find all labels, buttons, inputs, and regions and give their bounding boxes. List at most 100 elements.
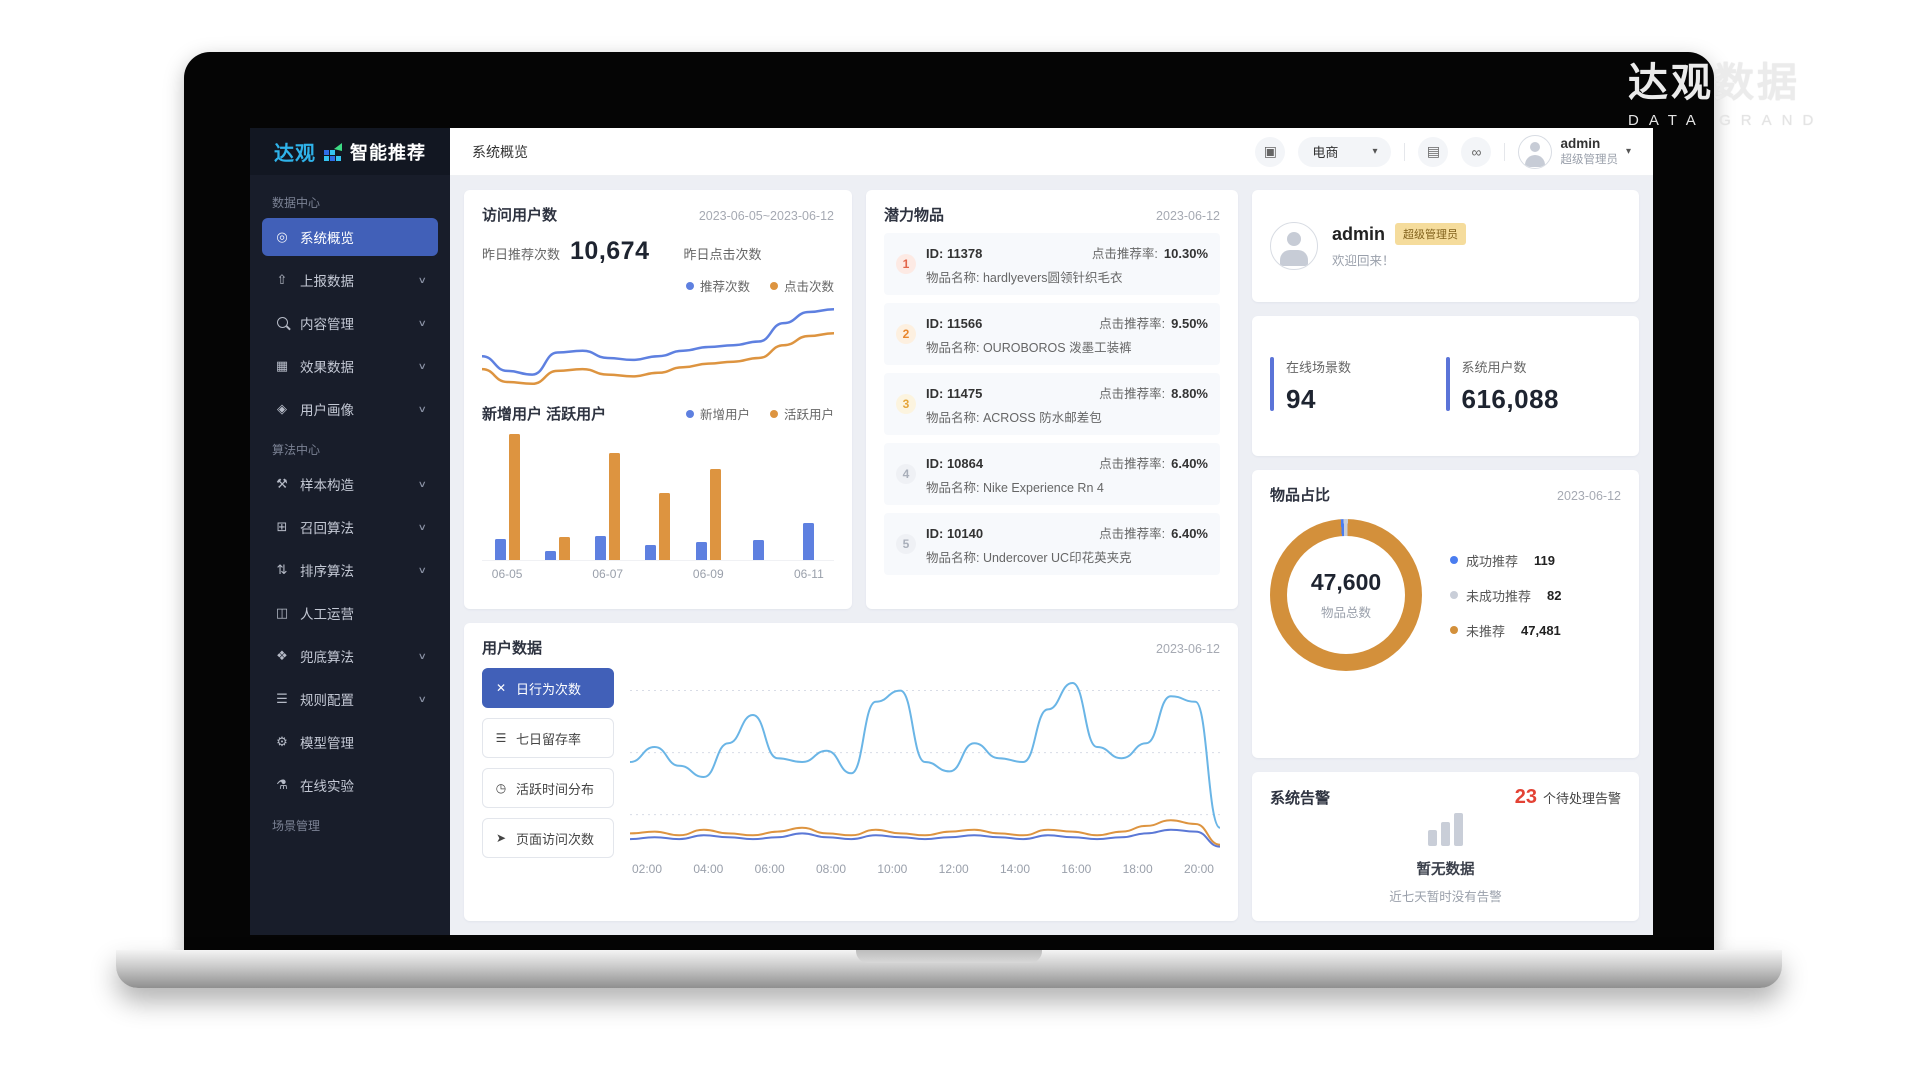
potential-item-line1: ID: 11475 点击推荐率: 8.80%: [926, 383, 1208, 402]
cursor-icon: ➤: [495, 831, 507, 845]
app-window: 达观 智能推荐 数据中心 ◎ 系统概览 ⇧ 上报数据 ∨ 内容管理 ∨ ▦ 效果数据 ∨ ◈ 用户画像 ∨…: [250, 128, 1653, 935]
axis-tick-label: 06-07: [592, 567, 624, 581]
nav-section-label: 场景管理: [272, 819, 321, 833]
sidebar-item-label: 系统概览: [300, 231, 354, 246]
legend-dot-icon: [1450, 591, 1458, 599]
operation-icon: ◫: [275, 605, 289, 620]
potential-item-text: ID: 11566 点击推荐率: 9.50% 物品名称: OUROBOROS 泼墨工装…: [926, 313, 1208, 356]
bar: [659, 493, 671, 560]
calculator-button[interactable]: ▣: [1255, 136, 1286, 167]
axis-tick-label: 18:00: [1122, 862, 1153, 876]
sort-icon: ⇅: [276, 562, 288, 577]
potential-item-row: 1 ID: 11378 点击推荐率: 10.30% 物品名称: hardlyevers圆…: [884, 233, 1220, 295]
axis-tick-label: 10:00: [877, 862, 908, 876]
tag-icon: ◈: [277, 401, 287, 416]
axis-tick-label: 16:00: [1061, 862, 1092, 876]
chevron-down-icon: ∨: [418, 521, 428, 532]
sidebar-item-label: 效果数据: [300, 360, 354, 375]
rank-badge: 2: [896, 324, 916, 344]
card-title: 潜力物品: [884, 207, 945, 224]
item-id: ID: 10864: [926, 455, 984, 471]
stat-label: 在线场景数: [1286, 360, 1352, 375]
sidebar-nav: 数据中心 ◎ 系统概览 ⇧ 上报数据 ∨ 内容管理 ∨ ▦ 效果数据 ∨ ◈ 用户画像 ∨ 算法中心 ⚒ 样本构…: [250, 175, 450, 847]
bar: [595, 536, 607, 560]
sidebar-item[interactable]: ◎ 系统概览: [262, 218, 438, 256]
legend-label: 未推荐: [1466, 623, 1506, 639]
tab-label: 日行为次数: [516, 681, 582, 697]
bar: [609, 452, 621, 560]
user-menu[interactable]: admin 超级管理员 ▾: [1518, 134, 1631, 169]
sidebar-item[interactable]: ⊞ 召回算法 ∨: [262, 508, 438, 546]
donut-legend: 成功推荐 119 未成功推荐 82 未推荐 47,481: [1450, 551, 1561, 640]
sidebar-item[interactable]: ⇅ 排序算法 ∨: [262, 551, 438, 589]
chevron-down-icon: ∨: [418, 317, 428, 328]
rate-label: 点击推荐率:: [1099, 526, 1166, 541]
card-date: 2023-06-12: [1156, 642, 1220, 656]
legend-dot-icon: [769, 281, 778, 290]
metric-tab[interactable]: ✕ 日行为次数: [482, 668, 614, 708]
divider: [1404, 142, 1406, 161]
sidebar-item[interactable]: ⚗ 在线实验: [262, 766, 438, 804]
bar: [709, 469, 721, 560]
legend-value: 82: [1547, 587, 1562, 603]
sidebar-item[interactable]: ❖ 兜底算法 ∨: [262, 637, 438, 675]
empty-title: 暂无数据: [1416, 861, 1475, 878]
magnifier-icon: [274, 316, 290, 331]
sidebar-item[interactable]: ◫ 人工运营: [262, 594, 438, 632]
stat-value: 94: [1286, 384, 1316, 414]
sidebar-item-label: 兜底算法: [300, 650, 354, 665]
avatar: [1518, 134, 1553, 169]
item-id: ID: 11475: [926, 385, 983, 401]
behavior-line-chart: [630, 668, 1220, 856]
metric-tab[interactable]: ◷ 活跃时间分布: [482, 768, 614, 808]
legend-dot-icon: [1450, 556, 1458, 564]
chevron-down-icon: ∨: [418, 360, 428, 371]
metric-tab[interactable]: ☰ 七日留存率: [482, 718, 614, 758]
bar-group: [633, 434, 683, 560]
link-icon: ∞: [1471, 143, 1482, 160]
empty-chart-icon: [1428, 812, 1463, 846]
sidebar-item[interactable]: ⚙ 模型管理: [262, 723, 438, 761]
fallback-icon: ❖: [276, 648, 288, 663]
model-gear-icon: ⚙: [276, 734, 288, 749]
chevron-down-icon: ▾: [1625, 146, 1631, 157]
sidebar-item[interactable]: ◈ 用户画像 ∨: [262, 390, 438, 428]
sidebar-item-label: 在线实验: [300, 779, 354, 794]
legend-item: 活跃用户: [769, 404, 834, 423]
item-name: 物品名称: OUROBOROS 泼墨工装裤: [926, 340, 1132, 355]
axis-tick-label: 04:00: [693, 862, 724, 876]
card-title: 系统告警: [1270, 790, 1331, 807]
avatar: [1270, 222, 1318, 270]
bar: [558, 537, 570, 560]
chevron-down-icon: ▾: [1372, 146, 1378, 157]
sidebar-item[interactable]: ▦ 效果数据 ∨: [262, 347, 438, 385]
potential-item-line1: ID: 10864 点击推荐率: 6.40%: [926, 453, 1208, 472]
rate-label: 点击推荐率:: [1099, 386, 1166, 401]
logo-grid-icon: [324, 142, 342, 161]
sidebar-item[interactable]: ⚒ 样本构造 ∨: [262, 465, 438, 503]
chevron-down-icon: ∨: [418, 403, 428, 414]
right-column: admin 超级管理员 欢迎回来！ 在线场景数 94 系统用户数 616,088 物品…: [1252, 190, 1639, 921]
bar-group: [784, 434, 834, 560]
sidebar-item-label: 人工运营: [300, 607, 354, 622]
clock-icon: ◷: [495, 781, 507, 795]
metric-tab[interactable]: ➤ 页面访问次数: [482, 818, 614, 858]
donut-legend-row: 未推荐 47,481: [1450, 621, 1561, 640]
sidebar-item[interactable]: ⇧ 上报数据 ∨: [262, 261, 438, 299]
card-date: 2023-06-12: [1156, 209, 1220, 223]
potential-item-row: 4 ID: 10864 点击推荐率: 6.40% 物品名称: Nike Experien…: [884, 443, 1220, 505]
chevron-down-icon: ∨: [418, 650, 428, 661]
stat-label: 昨日点击次数: [683, 247, 762, 262]
potential-item-text: ID: 10864 点击推荐率: 6.40% 物品名称: Nike Experienc…: [926, 453, 1208, 496]
legend-value: 119: [1534, 552, 1555, 568]
link-button[interactable]: ∞: [1461, 136, 1492, 167]
sidebar-item[interactable]: ☰ 规则配置 ∨: [262, 680, 438, 718]
document-button[interactable]: ▤: [1418, 136, 1449, 167]
nav-section-label: 算法中心: [272, 443, 321, 457]
stat-label: 昨日推荐次数: [482, 247, 561, 262]
user-role: 超级管理员: [1560, 153, 1618, 166]
pending-alerts-link[interactable]: 23 个待处理告警: [1515, 786, 1621, 809]
sidebar-item[interactable]: 内容管理 ∨: [262, 304, 438, 342]
stat-accent-bar: [1445, 357, 1450, 411]
scene-selector-dropdown[interactable]: 电商 ▾: [1298, 136, 1392, 167]
